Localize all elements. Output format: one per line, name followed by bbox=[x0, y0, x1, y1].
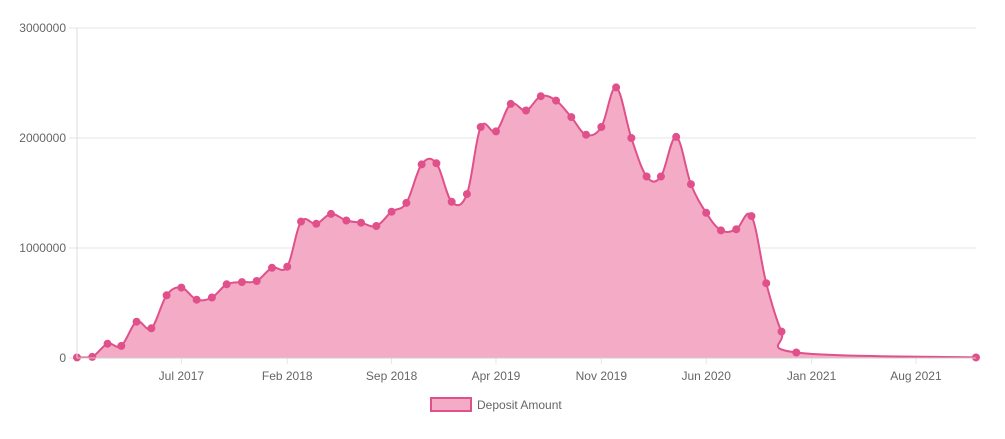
x-tick-label: Jun 2020 bbox=[682, 369, 732, 383]
x-tick-label: Nov 2019 bbox=[576, 369, 628, 383]
x-tick-label: Jan 2021 bbox=[787, 369, 837, 383]
data-point[interactable] bbox=[522, 106, 531, 115]
data-point[interactable] bbox=[732, 225, 741, 234]
x-tick-label: Aug 2021 bbox=[890, 369, 942, 383]
data-point[interactable] bbox=[642, 172, 651, 181]
data-point[interactable] bbox=[387, 207, 396, 216]
x-tick-label: Sep 2018 bbox=[366, 369, 418, 383]
data-point[interactable] bbox=[747, 212, 756, 221]
data-point[interactable] bbox=[417, 160, 426, 169]
x-tick-label: Apr 2019 bbox=[472, 369, 521, 383]
data-point[interactable] bbox=[162, 291, 171, 300]
data-point[interactable] bbox=[432, 159, 441, 168]
data-point[interactable] bbox=[177, 283, 186, 292]
data-point[interactable] bbox=[476, 123, 485, 131]
data-point[interactable] bbox=[506, 99, 515, 108]
data-point[interactable] bbox=[582, 130, 591, 139]
data-point[interactable] bbox=[283, 262, 292, 271]
data-point[interactable] bbox=[716, 226, 725, 235]
axes: 0 1000000 2000000 3000000 Jul 2017 Feb 2018 Se… bbox=[19, 21, 976, 383]
data-point[interactable] bbox=[132, 317, 141, 326]
data-point[interactable] bbox=[372, 222, 381, 230]
data-point[interactable] bbox=[117, 341, 126, 350]
data-point[interactable] bbox=[567, 113, 576, 122]
series-area-fill bbox=[77, 87, 976, 358]
data-point[interactable] bbox=[972, 353, 980, 362]
data-point[interactable] bbox=[777, 327, 786, 336]
data-point[interactable] bbox=[88, 352, 97, 361]
series-points bbox=[73, 83, 980, 362]
data-point[interactable] bbox=[612, 83, 621, 92]
data-point[interactable] bbox=[402, 198, 411, 207]
data-point[interactable] bbox=[672, 132, 681, 141]
data-point[interactable] bbox=[252, 277, 261, 285]
legend[interactable]: Deposit Amount bbox=[430, 397, 562, 412]
y-tick-label: 2000000 bbox=[19, 131, 66, 145]
data-point[interactable] bbox=[462, 190, 471, 199]
y-tick-label: 1000000 bbox=[19, 241, 66, 255]
data-point[interactable] bbox=[297, 217, 306, 226]
data-point[interactable] bbox=[491, 127, 500, 136]
series-area bbox=[76, 86, 977, 359]
data-point[interactable] bbox=[447, 197, 456, 206]
data-point[interactable] bbox=[147, 324, 156, 333]
data-point[interactable] bbox=[267, 263, 276, 272]
data-point[interactable] bbox=[207, 293, 216, 302]
legend-label[interactable]: Deposit Amount bbox=[477, 398, 562, 412]
data-point[interactable] bbox=[327, 209, 336, 218]
data-point[interactable] bbox=[597, 123, 606, 131]
data-point[interactable] bbox=[686, 180, 695, 189]
data-point[interactable] bbox=[536, 92, 545, 101]
data-point[interactable] bbox=[342, 216, 351, 225]
data-point[interactable] bbox=[222, 280, 231, 289]
y-tick-label: 0 bbox=[59, 351, 66, 365]
data-point[interactable] bbox=[702, 208, 711, 217]
x-tick-label: Jul 2017 bbox=[159, 369, 205, 383]
data-point[interactable] bbox=[552, 96, 561, 105]
data-point[interactable] bbox=[237, 278, 246, 287]
data-point[interactable] bbox=[627, 134, 636, 142]
y-tick-label: 3000000 bbox=[19, 21, 66, 35]
legend-swatch[interactable] bbox=[430, 397, 472, 412]
data-point[interactable] bbox=[192, 295, 201, 304]
data-point[interactable] bbox=[357, 218, 366, 227]
data-point[interactable] bbox=[656, 172, 665, 181]
data-point[interactable] bbox=[762, 279, 771, 288]
data-point[interactable] bbox=[312, 219, 321, 228]
data-point[interactable] bbox=[103, 339, 112, 348]
x-tick-label: Feb 2018 bbox=[262, 369, 313, 383]
data-point[interactable] bbox=[792, 348, 801, 357]
